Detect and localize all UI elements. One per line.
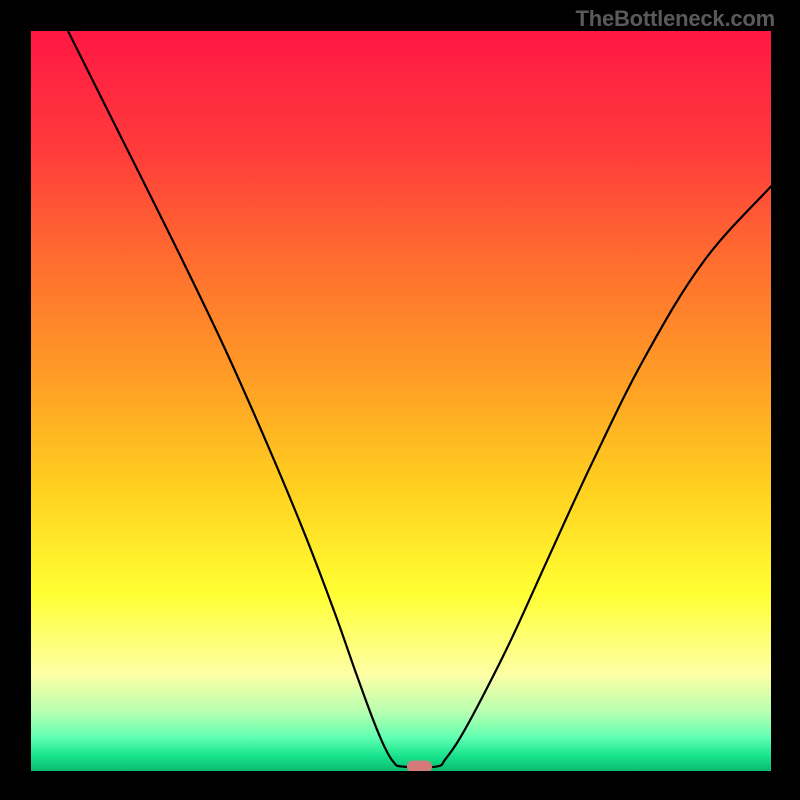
chart-container: TheBottleneck.com [0,0,800,800]
plot-area [31,31,771,771]
watermark-text: TheBottleneck.com [575,6,775,32]
gradient-background [31,31,771,771]
optimum-marker [407,761,432,771]
